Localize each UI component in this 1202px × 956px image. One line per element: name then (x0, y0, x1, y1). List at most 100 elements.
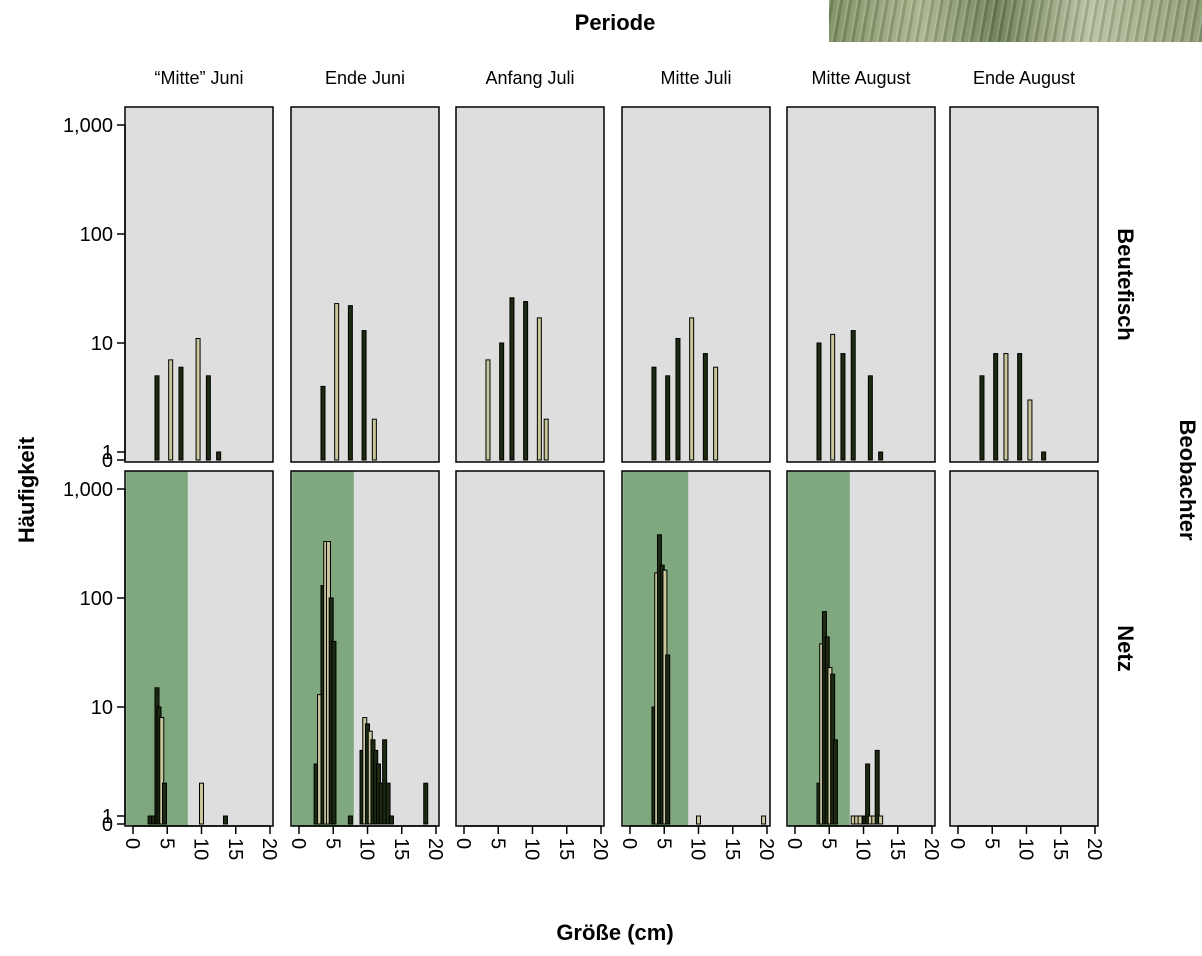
histogram-bar (361, 330, 367, 461)
x-tick-label: 0 (783, 838, 805, 849)
column-label: “Mitte” Juni (154, 68, 243, 88)
x-tick-label: 15 (390, 838, 412, 860)
panel (455, 470, 605, 827)
y-tick-label: 1,000 (63, 479, 113, 501)
histogram-bar (832, 739, 838, 825)
histogram-bar (205, 375, 211, 461)
histogram-bar (536, 317, 542, 461)
histogram-bar (651, 366, 657, 461)
panel-background (950, 107, 1098, 462)
y-tick-label: 10 (91, 697, 113, 719)
histogram-bar (857, 815, 863, 825)
histogram-bar (816, 342, 822, 461)
histogram-bar (485, 359, 491, 461)
x-axis-label: Größe (cm) (556, 920, 673, 945)
x-tick-label: 10 (687, 838, 709, 860)
histogram-bar (993, 353, 999, 461)
x-tick-label: 15 (224, 838, 246, 860)
panel (290, 106, 440, 463)
x-tick-label: 15 (886, 838, 908, 860)
histogram-bar (1003, 353, 1009, 461)
x-tick-label: 20 (755, 838, 777, 860)
histogram-bar (979, 375, 985, 461)
x-tick-label: 10 (852, 838, 874, 860)
column-label: Ende August (973, 68, 1075, 88)
x-tick-label: 5 (652, 838, 674, 849)
histogram-bar (222, 815, 228, 825)
x-tick-label: 5 (321, 838, 343, 849)
panel (455, 106, 605, 463)
histogram-bar (382, 739, 388, 825)
panel-border (290, 106, 440, 463)
y-axis-label: Häufigkeit (14, 436, 39, 543)
x-tick-label: 0 (287, 838, 309, 849)
histogram-bar (702, 353, 708, 461)
histogram-bar (216, 451, 222, 461)
histogram-bar (162, 782, 168, 825)
x-tick-label: 20 (920, 838, 942, 860)
column-label: Mitte Juli (660, 68, 731, 88)
histogram-bar (523, 301, 529, 461)
y-tick-label: 1 (102, 806, 113, 828)
panel-border (621, 106, 771, 463)
panel-background (950, 471, 1098, 826)
panel-background (456, 107, 604, 462)
panel (621, 106, 771, 463)
shaded-region (788, 471, 850, 826)
histogram-bar (713, 366, 719, 461)
x-tick-label: 20 (1083, 838, 1105, 860)
x-tick-label: 5 (817, 838, 839, 849)
x-tick-label: 0 (452, 838, 474, 849)
x-tick-label: 5 (155, 838, 177, 849)
histogram-bar (388, 815, 394, 825)
x-tick-label: 5 (980, 838, 1002, 849)
panel-border (949, 106, 1099, 463)
histogram-bar (509, 297, 515, 461)
histogram-bar (830, 333, 836, 461)
histogram-bar (195, 337, 201, 461)
panel (949, 106, 1099, 463)
row-label: Netz (1113, 625, 1138, 671)
y-tick-label: 0 (102, 814, 113, 836)
histogram-bar (675, 337, 681, 461)
histogram-bar (347, 815, 353, 825)
histogram-bar (761, 815, 767, 825)
chart-title: Periode (575, 10, 656, 35)
histogram-bar (199, 782, 204, 825)
x-tick-label: 10 (190, 838, 212, 860)
x-tick-label: 15 (721, 838, 743, 860)
histogram-bar (347, 305, 353, 461)
histogram-bar (878, 815, 884, 825)
y-tick-label: 100 (80, 224, 113, 246)
histogram-bar (499, 342, 505, 461)
x-tick-label: 20 (589, 838, 611, 860)
histogram-bar (385, 782, 391, 825)
histogram-bar (168, 359, 174, 461)
row-label: Beutefisch (1113, 228, 1138, 340)
panel-background (622, 107, 770, 462)
column-label: Mitte August (811, 68, 910, 88)
panel (290, 470, 440, 827)
x-tick-label: 20 (258, 838, 280, 860)
x-tick-label: 15 (555, 838, 577, 860)
histogram-bar (154, 375, 160, 461)
x-tick-label: 10 (521, 838, 543, 860)
histogram-bar (696, 815, 701, 825)
x-tick-label: 0 (946, 838, 968, 849)
histogram-bar (423, 782, 429, 825)
y-tick-label: 1 (102, 442, 113, 464)
histogram-bar (178, 366, 184, 461)
y-tick-label: 10 (91, 333, 113, 355)
y-tick-label: 1,000 (63, 115, 113, 137)
histogram-bar (689, 317, 695, 461)
histogram-bar (543, 418, 549, 461)
x-tick-label: 10 (1015, 838, 1037, 860)
histogram-bar (665, 654, 671, 825)
histogram-bar (334, 303, 340, 461)
histogram-bar (1027, 399, 1033, 461)
column-label: Ende Juni (325, 68, 405, 88)
histogram-bar (331, 640, 337, 825)
row-group-label: Beobachter (1175, 419, 1200, 540)
histogram-bar (159, 717, 165, 825)
